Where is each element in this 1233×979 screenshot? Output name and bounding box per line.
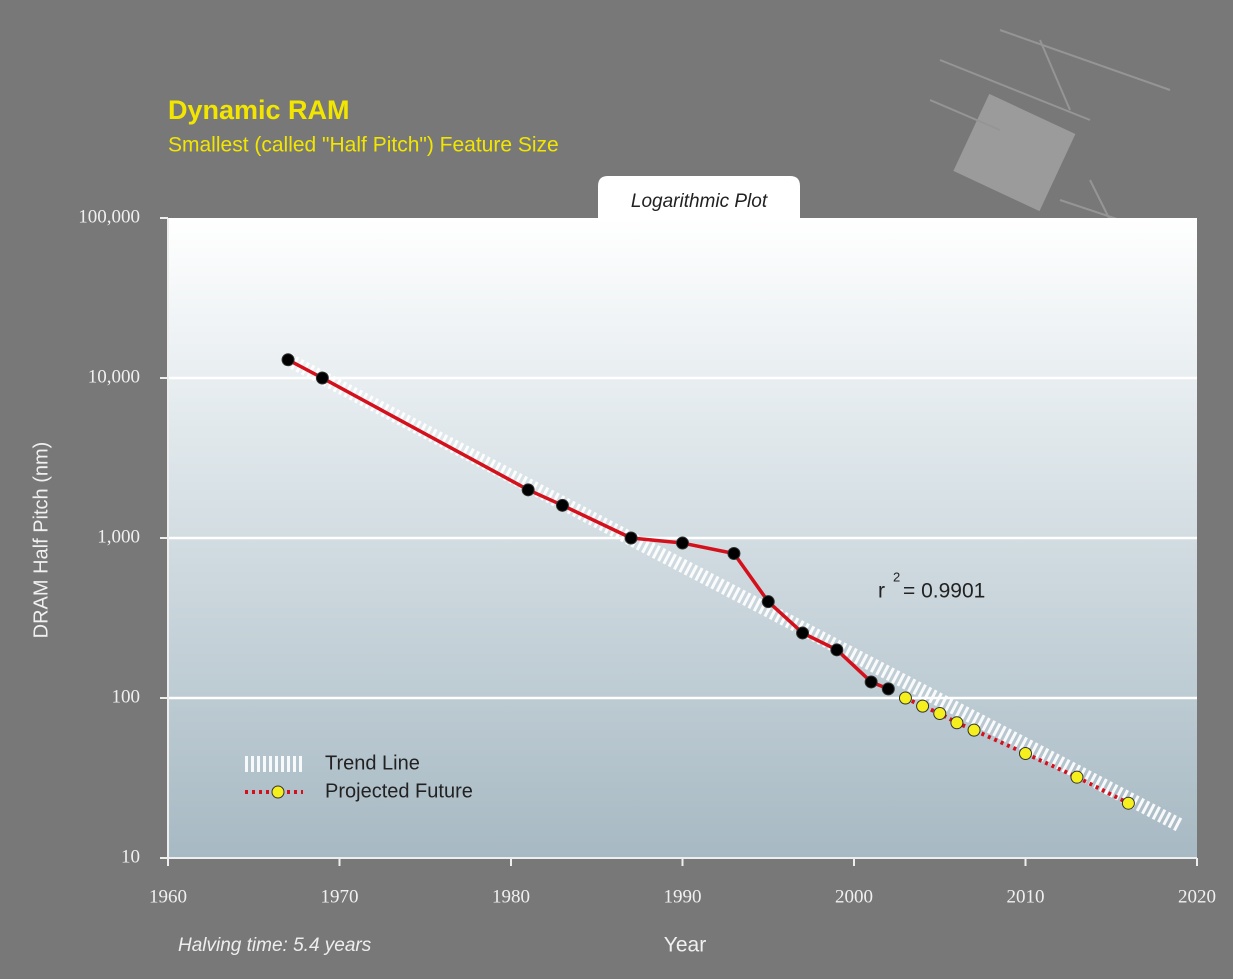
x-tick-label: 2010 — [1007, 886, 1045, 907]
data-point — [521, 483, 535, 497]
data-point — [1070, 770, 1084, 784]
data-point — [796, 626, 810, 640]
legend-label: Projected Future — [325, 780, 473, 802]
x-tick-label: 2000 — [835, 886, 873, 907]
chart-subtitle: Smallest (called "Half Pitch") Feature S… — [168, 134, 559, 157]
data-point — [555, 498, 569, 512]
x-axis-label: Year — [664, 934, 706, 957]
legend-marker — [271, 785, 285, 799]
data-point — [281, 353, 295, 367]
y-tick-label: 10,000 — [88, 366, 140, 387]
x-tick-label: 2020 — [1178, 886, 1216, 907]
x-tick-label: 1970 — [321, 886, 359, 907]
data-point — [967, 723, 981, 737]
y-axis-label: DRAM Half Pitch (nm) — [30, 442, 52, 639]
data-point — [676, 536, 689, 550]
y-tick-label: 100 — [112, 686, 141, 707]
chip-icon — [929, 29, 1171, 241]
data-point — [761, 595, 775, 609]
plot-label-tab — [598, 176, 800, 218]
annotation-text: = 0.9901 — [903, 580, 985, 603]
y-tick-label: 100,000 — [78, 206, 140, 227]
data-point — [950, 716, 964, 730]
annotation-exponent: 2 — [893, 569, 900, 584]
data-point — [864, 675, 878, 689]
annotation-base: r — [878, 580, 885, 603]
data-point — [881, 682, 895, 696]
data-point — [1019, 746, 1032, 760]
data-point — [898, 691, 912, 705]
data-point — [315, 371, 329, 385]
legend-label: Trend Line — [325, 752, 420, 774]
data-point — [624, 531, 638, 545]
x-tick-label: 1960 — [149, 886, 187, 907]
data-point — [1121, 796, 1135, 810]
data-point — [727, 547, 741, 561]
x-tick-label: 1990 — [664, 886, 702, 907]
chart-title: Dynamic RAM — [168, 95, 350, 125]
y-tick-label: 1,000 — [97, 526, 140, 547]
series-line — [287, 358, 889, 691]
y-tick-label: 10 — [121, 846, 140, 867]
data-point — [933, 707, 947, 721]
plot-label: Logarithmic Plot — [631, 191, 768, 212]
data-point — [916, 699, 930, 713]
data-point — [830, 643, 844, 657]
x-tick-label: 1980 — [492, 886, 530, 907]
footnote: Halving time: 5.4 years — [178, 935, 372, 956]
